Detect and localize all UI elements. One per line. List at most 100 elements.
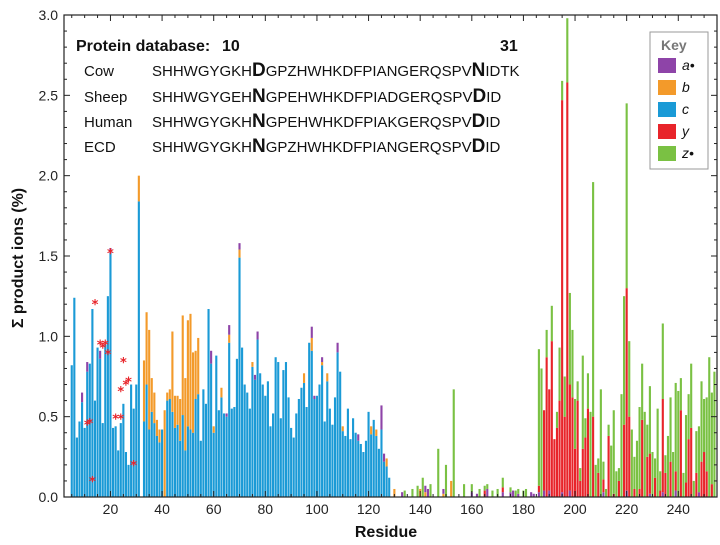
bar-z-249 bbox=[700, 381, 703, 462]
bar-z-216 bbox=[615, 471, 618, 497]
bar-z-193 bbox=[555, 411, 559, 428]
bar-b-51 bbox=[189, 313, 192, 430]
bar-c-48 bbox=[181, 415, 184, 497]
bar-c-10 bbox=[83, 427, 86, 497]
bar-z-200 bbox=[573, 398, 577, 449]
bar-c-53 bbox=[194, 398, 197, 497]
bar-y-228 bbox=[646, 456, 649, 497]
bar-z-254 bbox=[713, 371, 716, 497]
bar-c-86 bbox=[279, 418, 282, 497]
bar-z-224 bbox=[635, 440, 639, 497]
bar-z-201 bbox=[576, 381, 579, 401]
bar-y-188 bbox=[543, 410, 546, 491]
bar-b-130 bbox=[393, 488, 396, 497]
bar-c-128 bbox=[388, 477, 391, 497]
legend-label-c: c bbox=[682, 101, 689, 117]
bar-b-149 bbox=[442, 493, 445, 497]
bar-b-52 bbox=[191, 352, 195, 433]
bar-c-119 bbox=[364, 440, 368, 497]
legend: Key a• bcy z• bbox=[649, 31, 709, 170]
bar-b-36 bbox=[150, 378, 153, 412]
bar-z-244 bbox=[687, 394, 690, 440]
legend-label-a: a• bbox=[682, 57, 695, 73]
x-tick-label: 40 bbox=[154, 501, 170, 517]
asterisk-marker: * bbox=[92, 298, 99, 313]
x-tick-label: 200 bbox=[563, 501, 587, 517]
bar-c-40 bbox=[161, 429, 164, 497]
bar-c-81 bbox=[266, 381, 269, 497]
bar-c-121 bbox=[370, 434, 373, 497]
sequence-text: SHHWGYGEHNGPEHWHKDFPIADGERQSPVDID bbox=[152, 86, 501, 107]
bar-b-47 bbox=[179, 398, 182, 441]
asterisk-marker: * bbox=[117, 385, 124, 400]
bar-z-208 bbox=[594, 464, 597, 497]
asterisk-marker: * bbox=[89, 475, 96, 490]
bar-y-201 bbox=[576, 400, 579, 497]
bar-c-57 bbox=[204, 403, 208, 497]
bar-a-16 bbox=[99, 350, 102, 359]
bar-c-110 bbox=[341, 431, 344, 497]
bar-z-222 bbox=[630, 429, 633, 497]
bar-z-217 bbox=[617, 468, 620, 481]
asterisk-marker: * bbox=[123, 379, 130, 394]
bar-y-243 bbox=[684, 482, 688, 497]
asterisk-marker: * bbox=[117, 412, 124, 427]
bar-y-244 bbox=[687, 439, 690, 497]
bar-a-176 bbox=[512, 490, 515, 497]
bar-c-104 bbox=[326, 381, 329, 497]
bar-c-50 bbox=[186, 426, 189, 497]
asterisk-marker: * bbox=[99, 342, 106, 357]
bar-y-249 bbox=[700, 461, 703, 497]
bar-b-70 bbox=[238, 249, 241, 258]
bar-y-186 bbox=[537, 485, 540, 493]
legend-swatch-z bbox=[658, 146, 676, 161]
bars-layer bbox=[70, 18, 716, 497]
bar-a-178 bbox=[517, 493, 520, 497]
bar-y-251 bbox=[705, 471, 708, 497]
bar-y-172 bbox=[501, 487, 504, 493]
bar-a-211 bbox=[602, 492, 605, 497]
bar-b-34 bbox=[145, 312, 148, 385]
bar-c-55 bbox=[199, 440, 202, 497]
bar-y-203 bbox=[581, 448, 584, 497]
bar-z-139 bbox=[416, 485, 419, 497]
bar-c-46 bbox=[176, 424, 179, 497]
bar-z-186 bbox=[537, 349, 540, 486]
x-tick-label: 160 bbox=[460, 501, 484, 517]
x-axis-title: Residue bbox=[355, 524, 417, 541]
bar-b-110 bbox=[341, 426, 344, 432]
bar-y-250 bbox=[703, 452, 706, 497]
bar-c-126 bbox=[382, 461, 386, 497]
bar-y-220 bbox=[625, 288, 628, 491]
bar-z-206 bbox=[589, 411, 592, 497]
bar-z-144 bbox=[429, 484, 432, 497]
bar-y-219 bbox=[623, 424, 626, 497]
y-tick-label: 3.0 bbox=[39, 7, 59, 23]
bar-z-210 bbox=[599, 389, 602, 497]
bar-c-30 bbox=[135, 384, 138, 497]
y-tick-label: 1.5 bbox=[39, 248, 59, 264]
bar-y-200 bbox=[573, 448, 577, 497]
bar-b-39 bbox=[158, 429, 161, 443]
asterisk-marker: * bbox=[130, 459, 137, 474]
legend-title: Key bbox=[661, 37, 687, 53]
bar-z-237 bbox=[669, 397, 672, 462]
bar-z-232 bbox=[656, 408, 659, 497]
bar-z-170 bbox=[496, 488, 499, 497]
x-tick-label: 180 bbox=[512, 501, 536, 517]
bar-y-217 bbox=[617, 480, 620, 497]
bar-z-181 bbox=[524, 488, 528, 497]
bar-c-112 bbox=[346, 408, 349, 497]
bar-z-166 bbox=[486, 484, 489, 489]
bar-c-83 bbox=[272, 413, 275, 497]
bar-c-84 bbox=[274, 357, 277, 497]
x-tick-label: 60 bbox=[206, 501, 222, 517]
bar-a-143 bbox=[426, 488, 429, 497]
y-tick-label: 0.0 bbox=[39, 489, 59, 505]
bar-y-234 bbox=[661, 398, 664, 493]
bar-z-240 bbox=[677, 390, 680, 497]
bar-c-17 bbox=[101, 423, 104, 497]
bar-y-205 bbox=[586, 408, 590, 497]
bar-z-242 bbox=[682, 472, 685, 497]
